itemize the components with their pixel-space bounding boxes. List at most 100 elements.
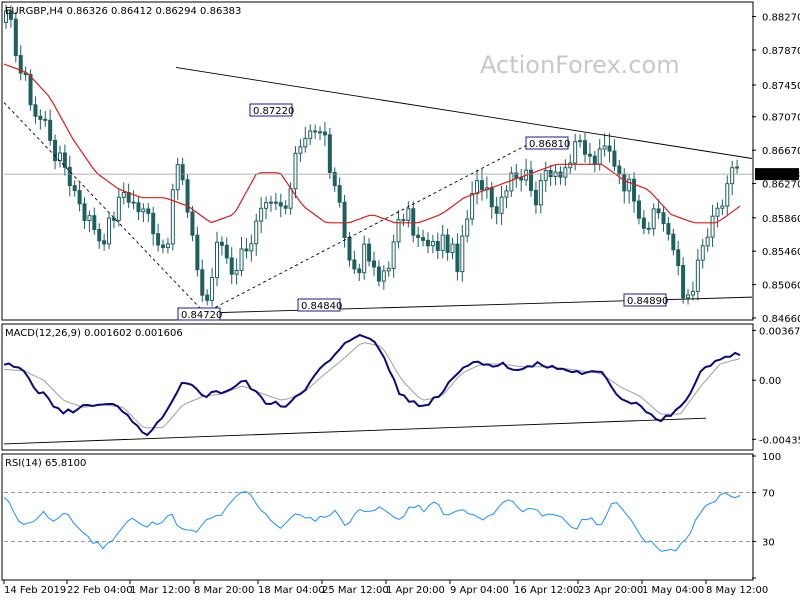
candle-body xyxy=(214,241,219,279)
candle-body xyxy=(273,201,278,204)
candle-body xyxy=(578,140,583,143)
candle-body xyxy=(48,119,53,141)
current-price-label: 0.86383 xyxy=(759,170,800,181)
candle-body xyxy=(676,249,681,267)
time-tick-label: 25 Mar 12:00 xyxy=(322,585,389,596)
rsi-title: RSI(14) 65.8100 xyxy=(5,458,86,469)
candle-body xyxy=(229,257,234,275)
candle-body xyxy=(597,148,602,165)
candle-body xyxy=(337,185,342,203)
candle-body xyxy=(362,243,367,274)
candle-body xyxy=(264,202,269,209)
candle-body xyxy=(735,166,740,169)
time-tick-label: 1 May 04:00 xyxy=(642,585,704,596)
candle-body xyxy=(107,217,112,245)
candle-body xyxy=(298,146,303,154)
level-box xyxy=(249,103,293,117)
candle-body xyxy=(92,215,97,231)
dashed-trendline xyxy=(3,102,206,314)
macd-trendline xyxy=(3,417,707,445)
candle-body xyxy=(38,115,43,120)
candle-body xyxy=(190,211,195,236)
candle-body xyxy=(126,192,131,203)
candle-body xyxy=(435,241,440,251)
candle-body xyxy=(641,217,646,229)
candle-body xyxy=(430,241,435,247)
candle-body xyxy=(4,10,8,23)
candle-body xyxy=(165,243,170,248)
candle-body xyxy=(386,267,391,272)
candle-body xyxy=(686,294,691,299)
candle-body xyxy=(170,189,175,245)
candle-body xyxy=(720,205,725,209)
candle-body xyxy=(131,201,136,204)
candle-body xyxy=(725,183,730,207)
candle-body xyxy=(538,180,543,206)
rsi-tick-label: 30 xyxy=(762,537,775,548)
moving-average-line xyxy=(3,63,741,224)
candle-body xyxy=(268,201,273,204)
level-label: 0.84890 xyxy=(627,296,668,307)
candle-body xyxy=(151,212,156,235)
candle-body xyxy=(695,259,700,292)
candle-body xyxy=(661,212,666,225)
price-chart-title: EURGBP,H4 0.86326 0.86412 0.86294 0.8638… xyxy=(5,6,241,17)
candle-body xyxy=(573,141,578,164)
candle-body xyxy=(568,162,573,169)
candle-body xyxy=(617,165,622,175)
level-label: 0.84720 xyxy=(181,310,222,321)
level-label: 0.86810 xyxy=(529,139,570,150)
candle-body xyxy=(18,55,23,74)
candle-body xyxy=(278,202,283,207)
macd-tick-label: 0.00 xyxy=(759,376,781,387)
time-tick-label: 14 Feb 2019 xyxy=(4,585,66,596)
candle-body xyxy=(479,180,484,191)
candle-body xyxy=(607,145,612,152)
candle-body xyxy=(666,223,671,235)
candle-body xyxy=(332,171,337,187)
candle-body xyxy=(391,241,396,269)
candle-body xyxy=(396,219,401,243)
candle-body xyxy=(627,178,632,192)
macd-signal-line xyxy=(3,342,741,429)
candle-body xyxy=(587,153,592,157)
macd-title: MACD(12,26,9) 0.001602 0.001606 xyxy=(5,328,183,339)
candle-body xyxy=(592,155,597,165)
candle-body xyxy=(28,74,33,106)
candle-body xyxy=(175,164,180,191)
time-tick-label: 1 Mar 12:00 xyxy=(130,585,190,596)
candle-body xyxy=(632,178,637,202)
candle-body xyxy=(244,248,249,252)
candle-body xyxy=(582,140,587,155)
candle-body xyxy=(445,234,450,253)
candle-body xyxy=(651,208,656,230)
candle-body xyxy=(563,167,568,178)
candle-body xyxy=(224,244,229,259)
candle-body xyxy=(381,270,386,282)
candle-body xyxy=(239,248,244,272)
candle-body xyxy=(288,188,293,209)
candle-body xyxy=(465,218,470,237)
candle-body xyxy=(254,220,259,245)
candle-body xyxy=(357,268,362,274)
time-tick-label: 9 Apr 04:00 xyxy=(450,585,509,596)
candle-body xyxy=(730,167,735,185)
candle-body xyxy=(249,243,254,252)
candle-body xyxy=(200,269,205,296)
candle-body xyxy=(681,265,686,299)
candle-body xyxy=(62,152,67,168)
candle-body xyxy=(700,245,705,261)
candle-body xyxy=(161,244,166,248)
candle-body xyxy=(489,187,494,208)
candle-body xyxy=(33,104,38,117)
candle-body xyxy=(347,237,352,261)
dashed-trendline xyxy=(204,138,540,314)
candle-body xyxy=(455,243,460,273)
candle-body xyxy=(82,203,87,221)
candle-body xyxy=(43,118,48,121)
candle-body xyxy=(342,201,347,239)
candle-body xyxy=(440,234,445,251)
candle-body xyxy=(180,164,185,181)
candle-body xyxy=(318,131,323,134)
price-tick-label: 0.85860 xyxy=(762,214,800,225)
